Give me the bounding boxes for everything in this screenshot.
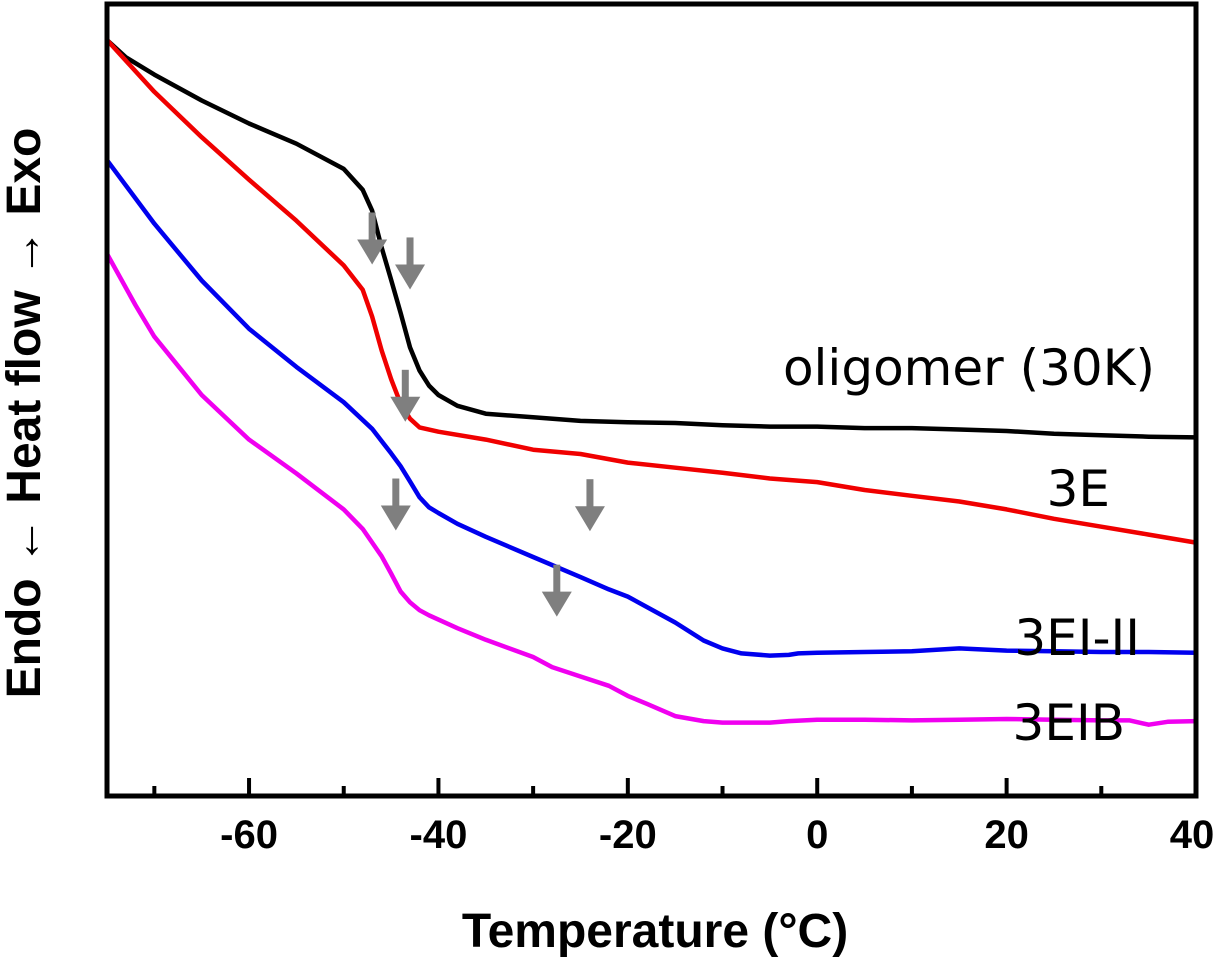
transition-arrow bbox=[574, 479, 605, 532]
tick-layer bbox=[152, 778, 1104, 796]
tick-label-layer: -60 -40 -20 0 20 40 bbox=[220, 813, 1214, 857]
series-line-3ei-ii bbox=[104, 157, 1199, 658]
y-axis-title: Endo ← Heat flow → Exo bbox=[0, 128, 51, 699]
x-tick-label: 40 bbox=[1170, 813, 1215, 857]
transition-arrow bbox=[357, 212, 388, 265]
series-label-oligomer: oligomer (30K) bbox=[783, 339, 1155, 397]
transition-arrow bbox=[395, 237, 426, 290]
x-tick-label: -20 bbox=[599, 813, 657, 857]
series-layer bbox=[104, 37, 1199, 727]
series-line-3eib bbox=[104, 251, 1199, 727]
transition-arrow bbox=[541, 564, 572, 617]
series-label-3eib: 3EIB bbox=[1013, 694, 1125, 752]
series-label-3ei-ii: 3EI-II bbox=[1014, 609, 1140, 667]
x-tick-label: -40 bbox=[410, 813, 468, 857]
series-line-oligomer-30k bbox=[104, 37, 1199, 440]
x-tick-label: 20 bbox=[984, 813, 1029, 857]
series-label-3e: 3E bbox=[1047, 460, 1110, 518]
transition-arrow bbox=[380, 478, 411, 531]
plot-frame bbox=[104, 1, 1199, 799]
arrow-layer bbox=[357, 212, 605, 617]
transition-arrow bbox=[390, 369, 421, 422]
x-axis-title: Temperature (°C) bbox=[462, 905, 848, 958]
series-line-3e bbox=[104, 37, 1199, 545]
x-tick-label: 0 bbox=[806, 813, 828, 857]
x-tick-label: -60 bbox=[220, 813, 278, 857]
